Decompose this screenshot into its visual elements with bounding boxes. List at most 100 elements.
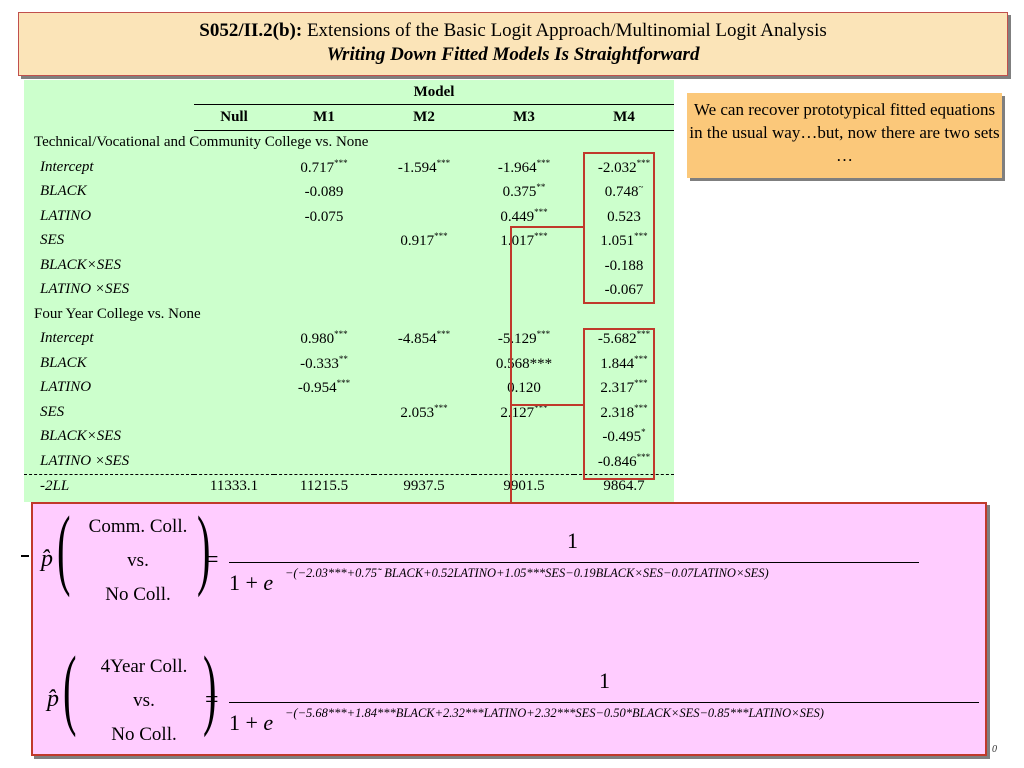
cell-m3 [474,278,574,303]
outcome-bot: No Coll. [111,724,177,745]
model-table-panel: Model Null M1 M2 M3 M4 Technical/Vocatio… [24,80,674,502]
page-number: 0 [992,744,997,755]
row-label: BLACK [40,354,87,371]
col-header-m2: M2 [374,104,474,131]
significance-stars: *** [534,231,548,242]
coefficient-value: -2.032 [597,159,637,176]
coefficient-value: 2.318 [600,404,635,421]
significance-stars: *** [436,329,451,340]
cell-m3: 2.127*** [474,400,574,425]
row-label: LATINO ×SES [40,281,130,298]
cell-m3: 0.568*** [474,351,574,376]
coefficient-value: 0.449 [500,208,535,225]
cell-m1 [274,400,374,425]
outcome-stack: 4Year Coll. vs. No Coll. [79,650,209,752]
significance-stars: *** [334,329,348,340]
cell-null [194,400,274,425]
significance-stars: *** [436,157,451,168]
fraction-bar [229,702,979,703]
subtitle: Writing Down Fitted Models Is Straightfo… [326,44,700,65]
significance-stars: * [641,427,646,438]
coefficient-value: -0.846 [597,453,637,470]
cell-m1: 11215.5 [274,473,374,499]
significance-stars: *** [536,329,551,340]
cell-m1 [274,253,374,278]
coefficient-value: -0.495 [602,429,642,446]
cell-m2: -1.594*** [374,155,474,180]
row-label: -2LL [24,473,194,499]
cell-m2 [374,180,474,205]
cell-m4: 9864.7 [574,473,674,499]
cell-m4: 2.317*** [574,376,674,401]
cell-m2: 2.053*** [374,400,474,425]
coefficient-value: 0.748 [604,184,639,201]
numerator: 1 [567,528,578,553]
significance-stars: *** [536,157,551,168]
cell-null [194,253,274,278]
section-label: Technical/Vocational and Community Colle… [34,134,369,151]
title-text: Extensions of the Basic Logit Approach/M… [306,20,827,41]
cell-null: 11333.1 [194,473,274,499]
coefficient-value: 2.053 [400,404,435,421]
row-label: BLACK [40,183,87,200]
equals-sign: = [205,547,219,573]
cell-null [194,229,274,254]
outcome-mid: vs. [133,690,155,711]
outcome-top: Comm. Coll. [88,516,188,537]
row-label: Intercept [40,158,94,175]
coefficient-value: -4.854 [397,331,437,348]
denominator: 1 + e [229,710,273,736]
cell-null [194,425,274,450]
table-row: LATINO ×SES -0.067 [24,278,674,303]
connector-line [510,226,584,228]
left-paren: ( [57,499,71,598]
connector-line [510,226,512,504]
callout-note: We can recover prototypical fitted equat… [687,93,1002,178]
title-line: S052/II.2(b): Extensions of the Basic Lo… [19,20,1007,42]
fraction-bar [229,562,919,563]
significance-stars: *** [534,206,548,217]
cell-m1: -0.954*** [274,376,374,401]
cell-m1: -0.075 [274,204,374,229]
significance-stars: *** [636,451,651,462]
col-header-m1: M1 [274,104,374,131]
cell-m3: 0.120 [474,376,574,401]
coefficient-value: 2.317 [600,380,635,397]
coefficient-value: 0.717 [300,159,335,176]
coefficient-value: 0.980 [300,331,335,348]
outcome-stack: Comm. Coll. vs. No Coll. [73,510,203,612]
title-box: S052/II.2(b): Extensions of the Basic Lo… [18,12,1008,76]
cell-m1 [274,278,374,303]
highlight-box-m4-set1 [583,152,655,304]
cell-m2: 9937.5 [374,473,474,499]
denominator: 1 + e [229,570,273,596]
dash-mark [21,555,29,557]
e-symbol: e [263,710,274,735]
cell-m3: -1.964*** [474,155,574,180]
cell-m3: 0.449*** [474,204,574,229]
cell-m4: 1.844*** [574,351,674,376]
left-paren: ( [63,639,77,738]
model-header: Model [413,83,455,100]
cell-m4: -0.188 [574,253,674,278]
cell-m1: 0.717*** [274,155,374,180]
table-row: BLACK×SES -0.495* [24,425,674,450]
cell-m2 [374,376,474,401]
coefficient-value: -1.594 [397,159,437,176]
coefficient-value: 1.844 [600,355,635,372]
coefficient-value: -0.089 [304,184,344,201]
cell-m3: 0.375** [474,180,574,205]
row-label: SES [40,232,65,249]
cell-m2 [374,278,474,303]
coefficient-value: 0.917 [400,233,435,250]
exponent: −(−2.03***+0.75˜ BLACK+0.52LATINO+1.05**… [285,566,769,580]
row-label: SES [40,403,65,420]
row-label: Intercept [40,330,94,347]
cell-m1: -0.333** [274,351,374,376]
cell-m2 [374,425,474,450]
cell-m3 [474,449,574,474]
row-label: BLACK×SES [40,256,121,273]
row-label: LATINO ×SES [40,452,130,469]
cell-m2 [374,351,474,376]
e-symbol: e [263,570,274,595]
